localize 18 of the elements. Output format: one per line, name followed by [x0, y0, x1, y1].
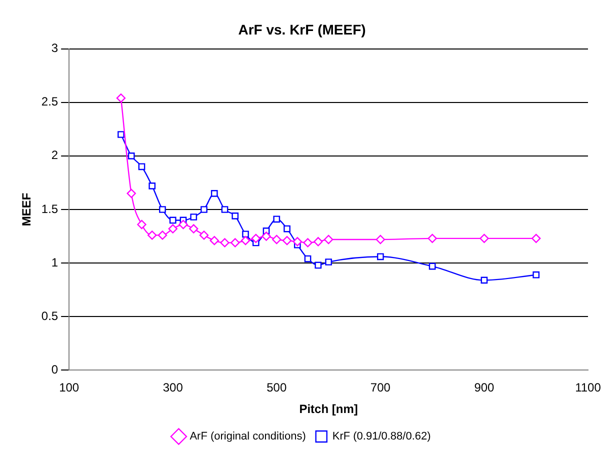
y-tick-label: 1.5	[41, 202, 58, 216]
legend-label: KrF (0.91/0.88/0.62)	[332, 430, 431, 443]
y-tick-label: 2.5	[41, 94, 58, 109]
x-tick-label: 1100	[575, 380, 602, 395]
x-tick-label: 900	[474, 380, 495, 395]
y-tick-label: 0	[51, 362, 58, 377]
y-tick-label: 2	[51, 148, 58, 162]
x-tick-label: 500	[266, 380, 287, 395]
y-tick-label: 0.5	[41, 308, 58, 323]
chart-title: ArF vs. KrF (MEEF)	[238, 21, 366, 38]
x-tick-label: 300	[162, 380, 184, 395]
y-axis-title: MEEF	[20, 192, 34, 226]
y-tick-label: 3	[51, 41, 58, 56]
x-tick-label: 700	[370, 380, 391, 395]
x-axis-title: Pitch [nm]	[299, 402, 358, 416]
x-tick-label: 100	[59, 380, 80, 395]
y-tick-label: 1	[51, 255, 58, 270]
legend-label: ArF (original conditions)	[190, 430, 306, 443]
